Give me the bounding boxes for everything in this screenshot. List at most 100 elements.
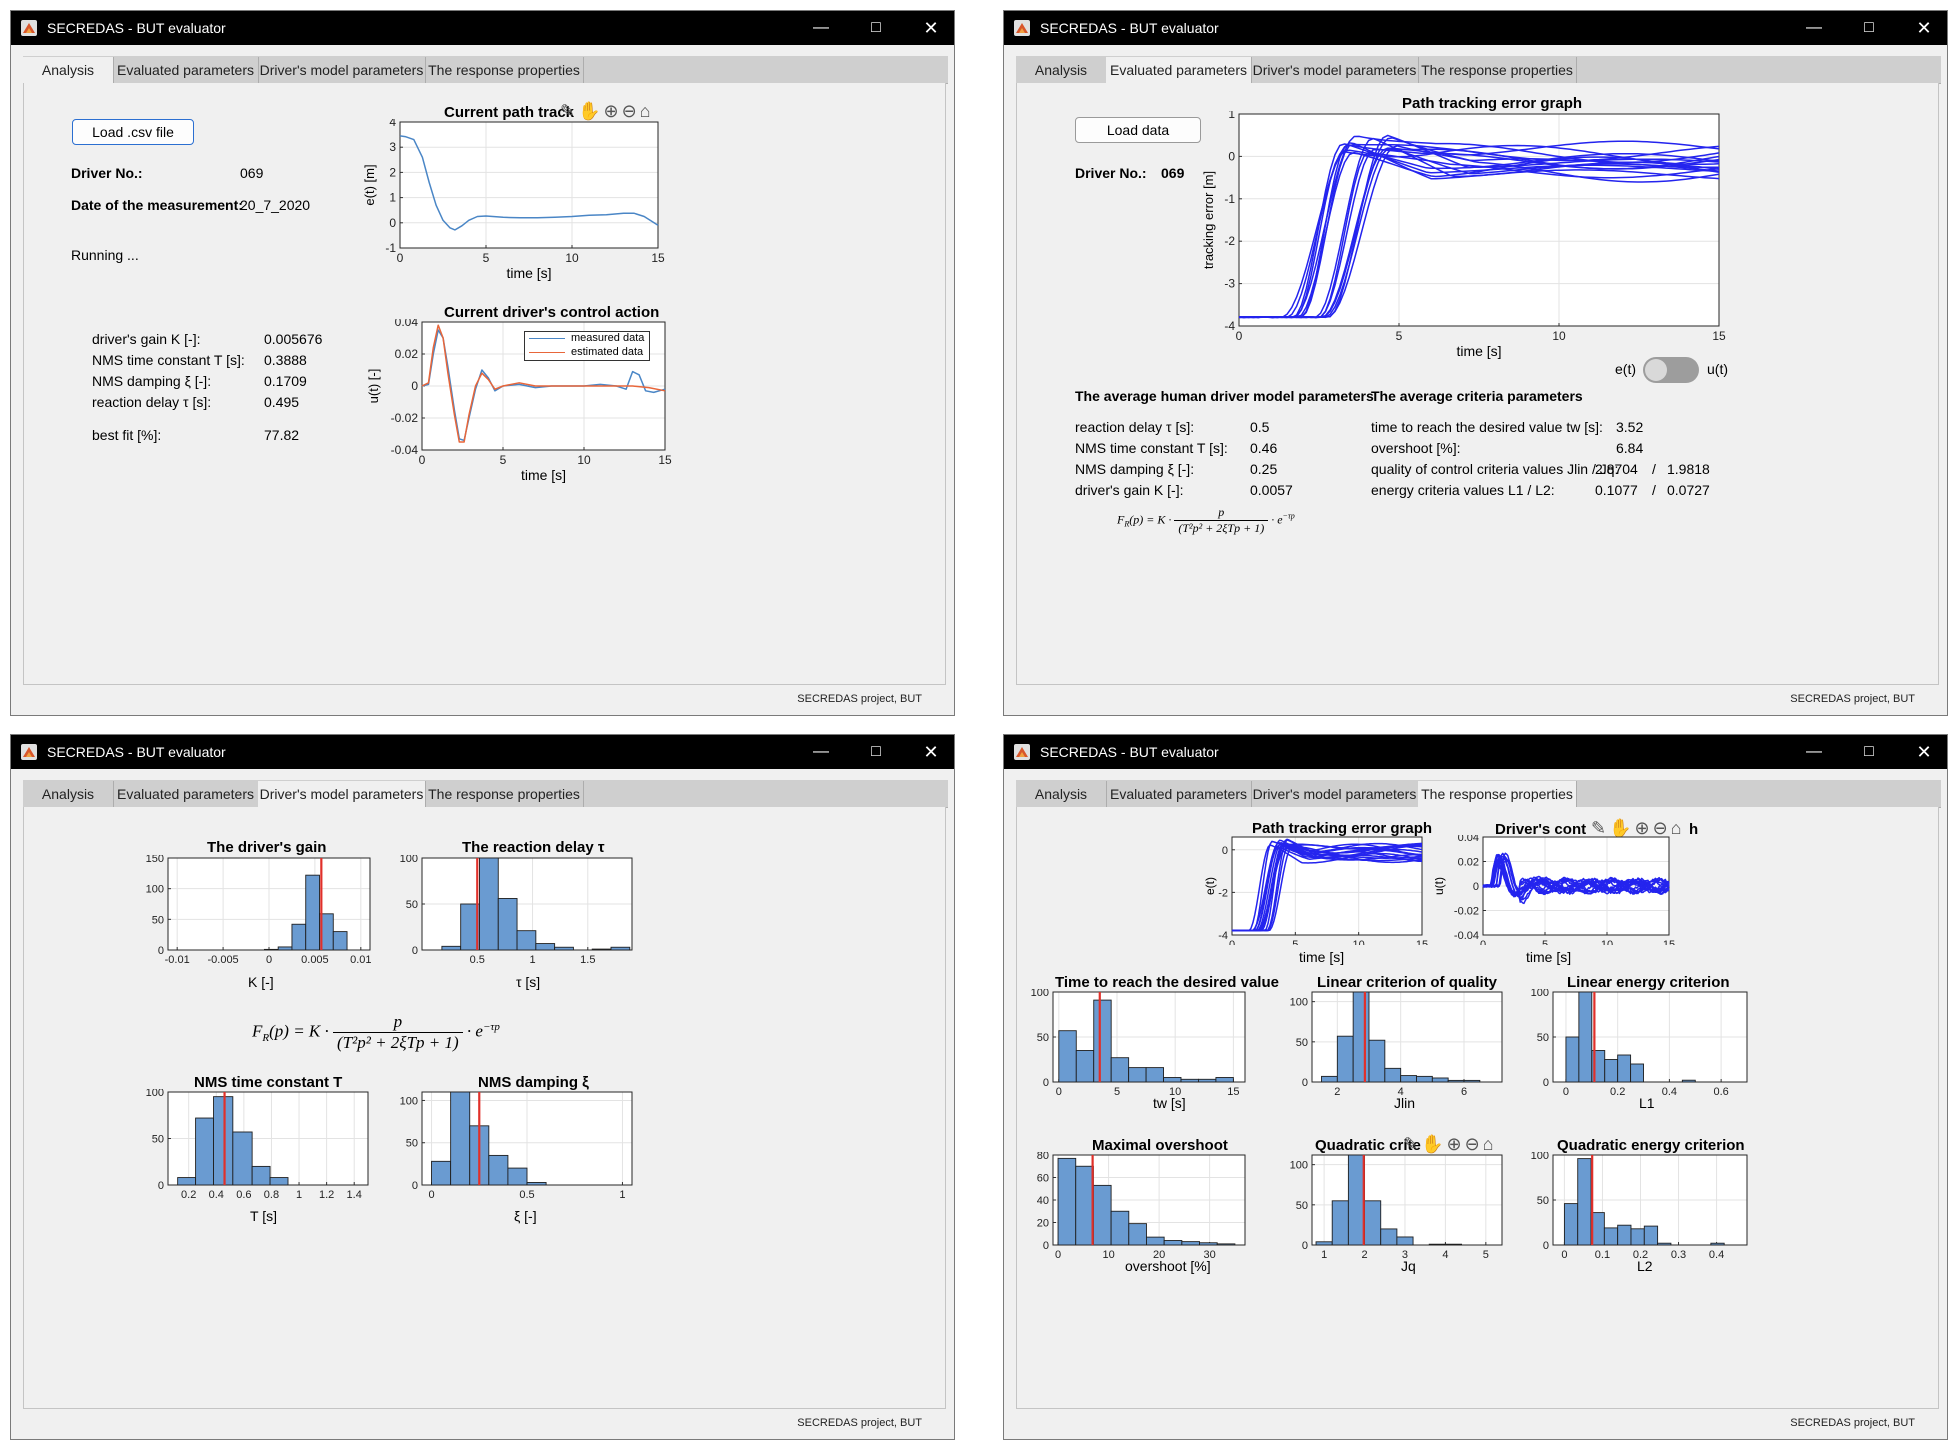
l1-histogram: 0 0.2 0.4 0.6 0 50 100 [1531,989,1748,1098]
x-tick-label: 1 [529,954,535,966]
window-title: SECREDAS - BUT evaluator [47,744,226,760]
e-curve [399,135,659,231]
formula-lhs-arg: (p) = K · [269,1021,329,1041]
y-tick-label: -4 [1218,930,1228,942]
histogram-bar [516,930,537,951]
chart-title: Path tracking error graph [1402,95,1583,112]
y-tick-label: -1 [1224,192,1235,206]
x-tick-label: 1 [1321,1249,1327,1261]
minimize-icon[interactable]: — [813,743,829,760]
title-bar[interactable]: SECREDAS - BUT evaluator — □ ✕ [11,11,954,45]
toggle-knob [1645,359,1667,381]
nms-damping-histogram: 0 0.5 1 0 50 100 [400,1091,633,1201]
tab-drivers-model-parameters[interactable]: Driver's model parameters [1251,57,1419,83]
criteria-label: energy criteria values L1 / L2: [1371,482,1555,498]
x-tick-label: 5 [1114,1086,1120,1098]
criteria-value: 3.52 [1616,419,1644,435]
tab-drivers-model-parameters[interactable]: Driver's model parameters [258,781,426,808]
param-value: 0.495 [264,394,300,410]
y-tick-label: 0 [1302,1240,1308,1252]
tab-analysis[interactable]: Analysis [1016,57,1107,83]
tab-evaluated-parameters[interactable]: Evaluated parameters [113,57,259,83]
resp-control-action-chart: 0 5 10 15 -0.04 -0.02 0 0.02 0.04 u(t) [1435,835,1675,945]
maximize-icon[interactable]: □ [1864,743,1874,760]
hist-xlabel: ξ [-] [514,1208,537,1224]
tab-analysis[interactable]: Analysis [23,781,114,807]
transfer-function-formula: FR(p) = K · p (T²p² + 2ξTp + 1) · e−τp [1117,505,1295,536]
histogram-bar [1617,1054,1632,1083]
tab-drivers-model-parameters[interactable]: Driver's model parameters [258,57,426,83]
model-param-value: 0.0057 [1250,482,1293,498]
criteria-value: 0.0727 [1667,482,1710,498]
close-icon[interactable]: ✕ [923,18,939,38]
model-param-label: NMS time constant T [s]: [1075,440,1228,456]
chart-xlabel: time [s] [1299,949,1345,965]
histogram-bar [1128,1067,1147,1083]
y-tick-label: 100 [146,1089,164,1099]
histogram-bar [1630,1063,1644,1083]
formula-lhs-sub: R [262,1031,270,1044]
tab-evaluated-parameters[interactable]: Evaluated parameters [113,781,259,807]
tab-bar: Analysis Evaluated parameters Driver's m… [23,780,948,808]
date-value: 20_7_2020 [240,197,311,213]
histogram-bar [1578,991,1593,1083]
hist-xlabel: L1 [1639,1095,1655,1111]
tab-drivers-model-parameters[interactable]: Driver's model parameters [1251,781,1419,807]
minimize-icon[interactable]: — [813,19,829,36]
y-tick-label: 50 [152,1134,164,1146]
tracking-error-curve [1231,839,1423,932]
model-param-value: 0.25 [1250,461,1278,477]
tab-evaluated-parameters[interactable]: Evaluated parameters [1106,781,1252,807]
x-tick-label: 15 [658,453,672,467]
toggle-label-u: u(t) [1707,361,1728,377]
tab-evaluated-parameters[interactable]: Evaluated parameters [1106,57,1252,84]
y-tick-label: 50 [1537,1195,1549,1207]
title-bar[interactable]: SECREDAS - BUT evaluator — □ ✕ [1004,11,1947,45]
close-icon[interactable]: ✕ [1916,18,1932,38]
legend-line-estimated [529,352,565,353]
title-bar[interactable]: SECREDAS - BUT evaluator — □ ✕ [1004,735,1947,769]
tracking-error-curve [1238,135,1720,319]
tab-analysis[interactable]: Analysis [1016,781,1107,807]
histogram-bar [1347,1154,1366,1246]
hist-title: Quadratic crite [1315,1137,1421,1154]
axes-toolbar[interactable]: ✎✋⊕⊖⌂ [560,101,654,121]
tab-response-properties[interactable]: The response properties [1418,57,1577,83]
maximize-icon[interactable]: □ [1864,19,1874,36]
histogram-bar [1603,1227,1619,1246]
y-tick-label: -0.04 [391,443,419,457]
hist-xlabel: T [s] [250,1208,277,1224]
signal-toggle[interactable] [1643,357,1699,383]
axes-toolbar[interactable]: ✎✋⊕⊖⌂ [1591,818,1685,838]
chart-title: Current driver's control action [444,304,660,321]
formula-fraction: p (T²p² + 2ξTp + 1) [1174,505,1269,536]
histogram-bar [1384,1067,1402,1083]
load-data-button[interactable]: Load data [1075,117,1201,143]
histogram-bar [1396,1236,1414,1246]
tab-response-properties[interactable]: The response properties [1418,781,1577,808]
maximize-icon[interactable]: □ [871,19,881,36]
close-icon[interactable]: ✕ [1916,742,1932,762]
x-tick-label: 5 [1483,1249,1489,1261]
tab-response-properties[interactable]: The response properties [425,57,584,83]
load-csv-button[interactable]: Load .csv file [72,119,194,145]
x-tick-label: 20 [1153,1249,1165,1261]
tab-response-properties[interactable]: The response properties [425,781,584,807]
tab-panel: Path tracking error graph 0 5 10 15 -4 -2 0 e(t… [1016,807,1939,1409]
histogram-bar [251,1165,271,1186]
tab-analysis[interactable]: Analysis [23,57,114,84]
minimize-icon[interactable]: — [1806,19,1822,36]
tw-histogram: 0 5 10 15 0 50 100 [1031,989,1246,1098]
y-tick-label: 80 [1037,1152,1049,1162]
tab-panel: Load .csv file Driver No.: 069 Date of t… [23,83,946,685]
criteria-label: time to reach the desired value tw [s]: [1371,419,1603,435]
close-icon[interactable]: ✕ [923,742,939,762]
window-response-properties: SECREDAS - BUT evaluator — □ ✕ Analysis … [1003,734,1948,1440]
histogram-bar [479,857,499,951]
axes-toolbar[interactable]: ✎✋⊕⊖⌂ [1403,1134,1497,1154]
hist-title: Time to reach the desired value [1055,974,1279,991]
title-bar[interactable]: SECREDAS - BUT evaluator — □ ✕ [11,735,954,769]
minimize-icon[interactable]: — [1806,743,1822,760]
maximize-icon[interactable]: □ [871,743,881,760]
y-tick-label: -0.04 [1454,930,1479,942]
